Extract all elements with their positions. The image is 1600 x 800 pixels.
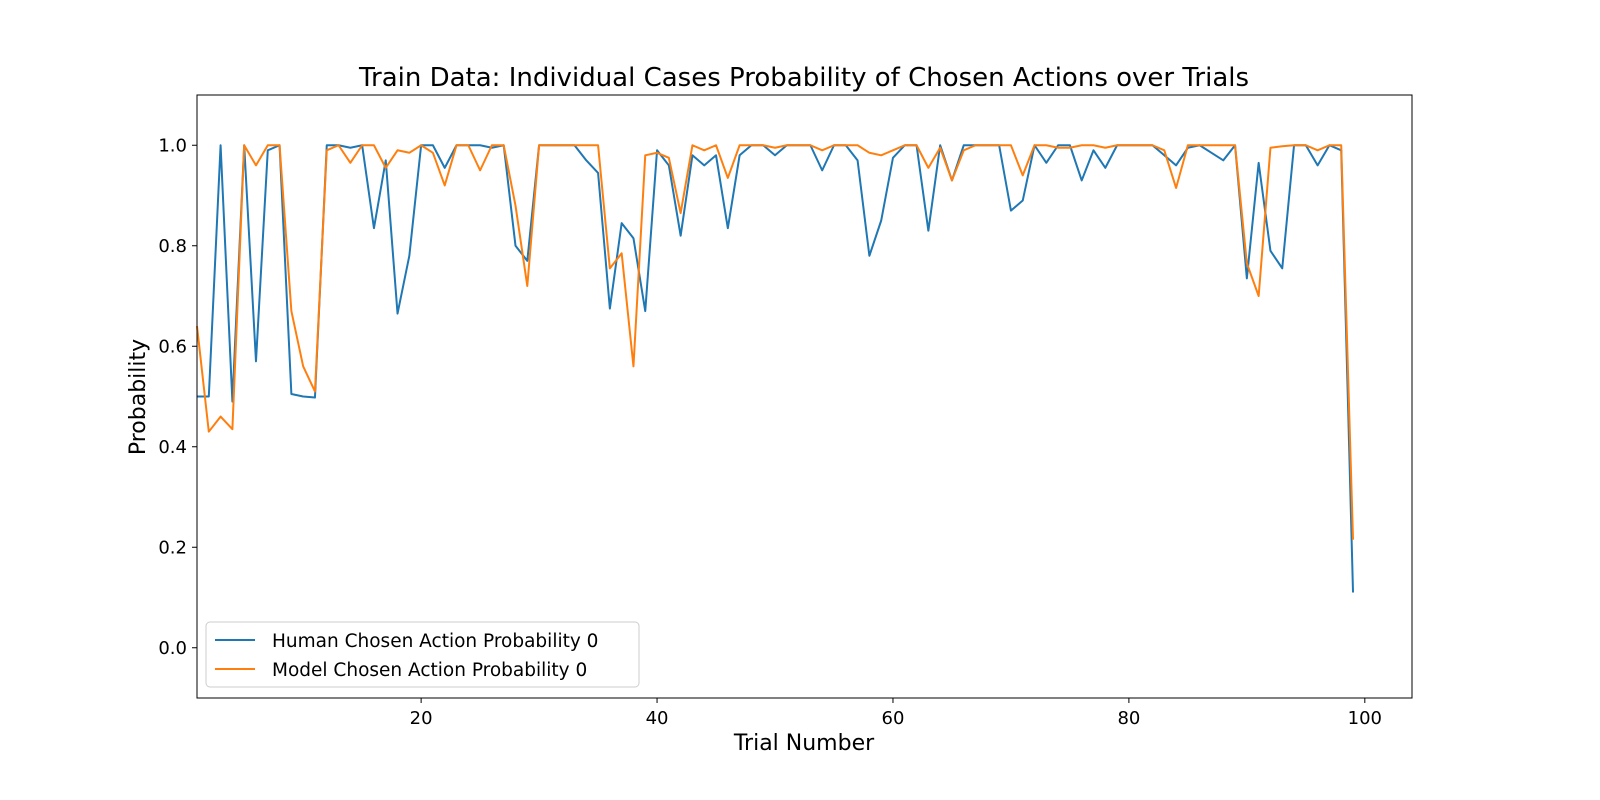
y-tick-label: 0.2 <box>158 537 187 558</box>
y-tick-label: 0.4 <box>158 437 187 458</box>
y-tick-label: 0.8 <box>158 236 187 257</box>
plot-area <box>196 94 1413 699</box>
series-lines <box>196 144 1355 593</box>
y-axis-label: Probability <box>126 339 151 455</box>
legend-box <box>205 621 640 688</box>
y-tick-label: 0.0 <box>158 638 187 659</box>
legend-label-1: Human Chosen Action Probability 0 <box>272 631 598 652</box>
y-tick-label: 1.0 <box>158 135 187 156</box>
series-line-2 <box>196 144 1355 540</box>
x-axis-label: Trial Number <box>733 731 875 756</box>
legend: Human Chosen Action Probability 0 Model C… <box>205 621 640 688</box>
legend-label-2: Model Chosen Action Probability 0 <box>272 660 587 681</box>
series-line-1 <box>197 144 1355 593</box>
x-axis: 20 40 60 80 100 <box>410 698 1382 729</box>
x-tick-label: 20 <box>410 708 433 729</box>
x-tick-label: 40 <box>646 708 669 729</box>
chart-title: Train Data: Individual Cases Probability… <box>358 63 1249 93</box>
plot-frame <box>196 94 1413 699</box>
x-tick-label: 80 <box>1117 708 1140 729</box>
y-tick-label: 0.6 <box>158 336 187 357</box>
x-tick-label: 100 <box>1348 708 1382 729</box>
x-tick-label: 60 <box>882 708 905 729</box>
y-axis: 0.0 0.2 0.4 0.6 0.8 1.0 <box>158 135 197 659</box>
